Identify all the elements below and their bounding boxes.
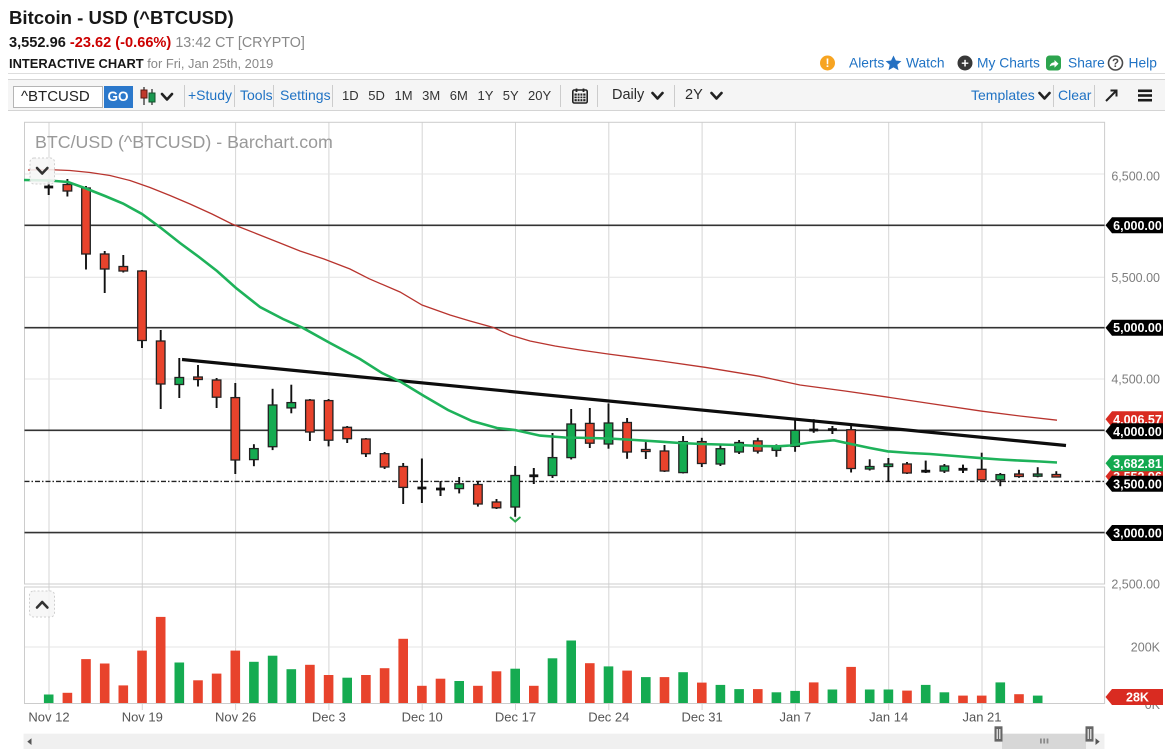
svg-text:Dec 31: Dec 31 [681,710,722,725]
svg-text:Dec 17: Dec 17 [495,710,536,725]
svg-text:BTC/USD (^BTCUSD) - Barchart.c: BTC/USD (^BTCUSD) - Barchart.com [35,132,333,152]
svg-text:3,500.00: 3,500.00 [1113,477,1162,491]
svg-text:Share: Share [1068,56,1105,71]
svg-text:3,000.00: 3,000.00 [1113,527,1162,541]
svg-text:Watch: Watch [906,56,945,71]
svg-text:Dec 10: Dec 10 [402,710,443,725]
svg-text:Jan 21: Jan 21 [962,710,1001,725]
svg-text:5,500.00: 5,500.00 [1111,271,1160,285]
svg-text:Dec 24: Dec 24 [588,710,629,725]
svg-text:4,000.00: 4,000.00 [1113,425,1162,439]
svg-text:6,500.00: 6,500.00 [1111,170,1160,184]
svg-text:Alerts: Alerts [849,56,884,71]
svg-text:Nov 19: Nov 19 [122,710,163,725]
svg-text:28K: 28K [1126,691,1149,705]
svg-text:6,000.00: 6,000.00 [1113,219,1162,233]
svg-text:4,500.00: 4,500.00 [1111,373,1160,387]
svg-text:Jan 7: Jan 7 [779,710,811,725]
svg-text:Jan 14: Jan 14 [869,710,908,725]
svg-text:?: ? [1112,58,1119,70]
svg-text:Dec 3: Dec 3 [312,710,346,725]
svg-text:5,000.00: 5,000.00 [1113,321,1162,335]
svg-text:200K: 200K [1131,641,1161,655]
svg-text:2,500.00: 2,500.00 [1111,578,1160,592]
svg-text:Nov 26: Nov 26 [215,710,256,725]
svg-text:Help: Help [1129,56,1158,71]
svg-text:+: + [961,55,969,70]
svg-text:3,682.81: 3,682.81 [1113,457,1162,471]
svg-text:Nov 12: Nov 12 [28,710,69,725]
svg-text:My Charts: My Charts [977,56,1040,71]
svg-text:!: ! [826,56,830,70]
